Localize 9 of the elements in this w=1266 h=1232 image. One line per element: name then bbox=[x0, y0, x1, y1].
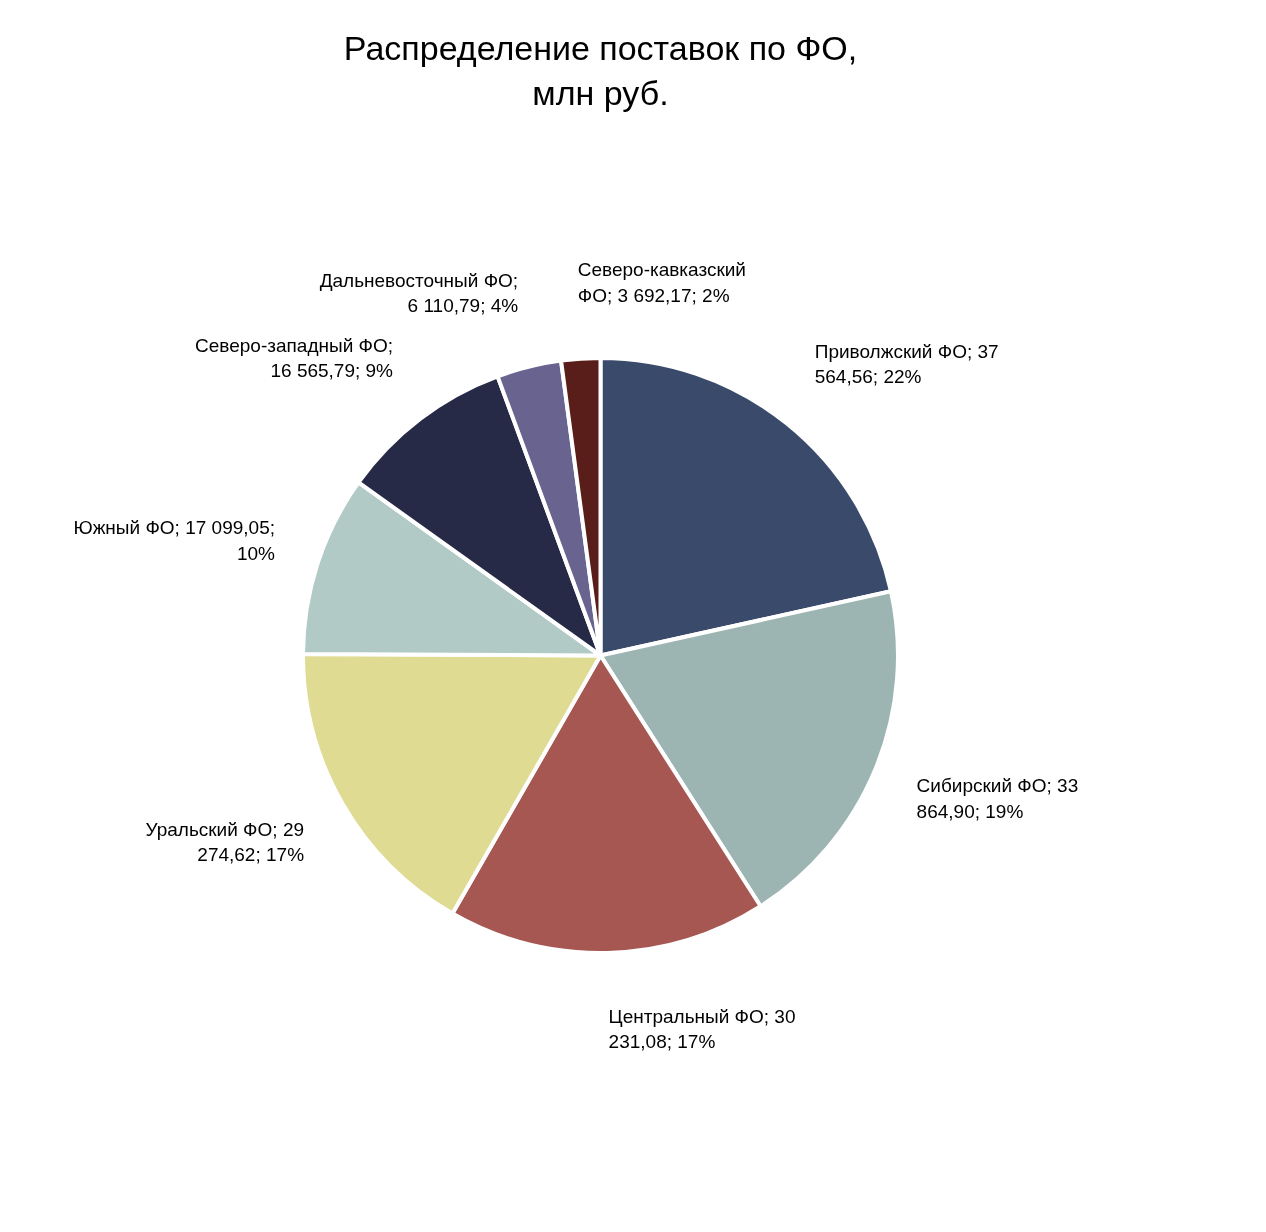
chart-title: Распределение поставок по ФО, млн руб. bbox=[343, 28, 858, 113]
slice-label: Северо-кавказский ФО; 3 692,17; 2% bbox=[577, 259, 746, 306]
slice-label: Уральский ФО; 29 274,62; 17% bbox=[145, 818, 305, 866]
slice-label: Приволжский ФО; 37 564,56; 22% bbox=[814, 341, 999, 388]
slice-label: Дальневосточный ФО; 6 110,79; 4% bbox=[319, 269, 519, 316]
slice-label: Южный ФО; 17 099,05; 10% bbox=[73, 517, 276, 564]
slice-label: Центральный ФО; 30 231,08; 17% bbox=[608, 1006, 796, 1053]
slice-label: Сибирский ФО; 33 864,90; 19% bbox=[916, 775, 1079, 822]
slice-label: Северо-западный ФО; 16 565,79; 9% bbox=[195, 335, 394, 382]
